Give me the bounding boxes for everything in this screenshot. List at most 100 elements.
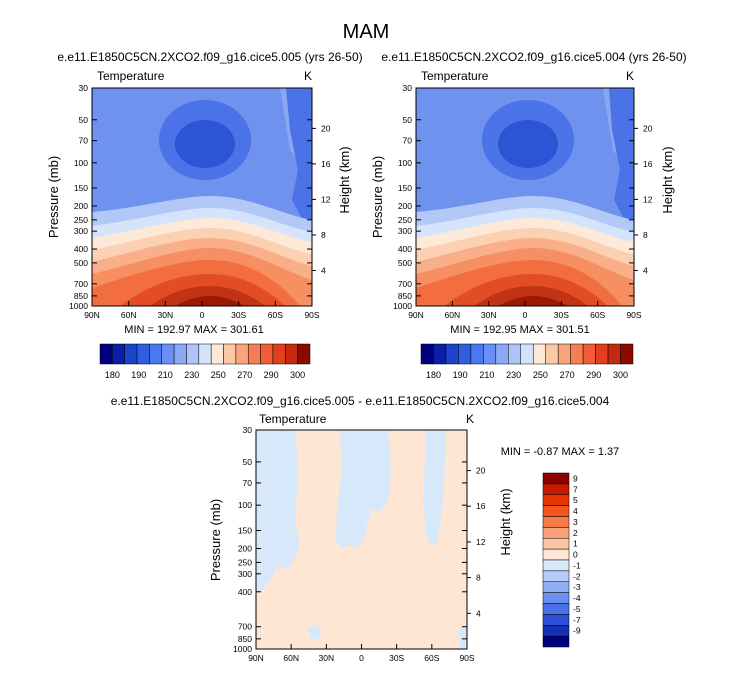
colorbar-swatch <box>542 472 570 485</box>
colorbar-swatch <box>161 343 175 365</box>
field-band-300 <box>474 286 588 306</box>
pressure-tick-label: 300 <box>398 226 412 236</box>
field-band-300 <box>150 286 265 306</box>
colorbar-swatch <box>173 343 187 365</box>
panel-1-y2label: Height (km) <box>337 146 352 213</box>
panel-1-stats: MIN = 192.97 MAX = 301.61 <box>124 324 263 336</box>
latitude-tick-label: 0 <box>523 310 528 320</box>
pressure-tick-label: 400 <box>74 244 88 254</box>
colorbar-swatch <box>542 635 570 648</box>
height-tick-label: 4 <box>476 608 481 618</box>
panel-3-field <box>256 430 467 649</box>
colorbar-label: 2 <box>573 528 578 538</box>
colorbar-swatch <box>458 343 472 365</box>
height-tick-label: 8 <box>643 230 648 240</box>
colorbar-swatch <box>542 625 570 637</box>
pressure-tick-label: 70 <box>243 478 253 488</box>
colorbar-label: 180 <box>426 370 441 380</box>
colorbar-label: 3 <box>573 517 578 527</box>
colorbar-swatch <box>272 343 286 365</box>
panel-1-variable-label: Temperature <box>97 69 165 83</box>
colorbar-swatch <box>210 343 224 365</box>
colorbar-swatch <box>520 343 534 365</box>
colorbar-label: -7 <box>573 615 581 625</box>
colorbar-swatch <box>420 343 434 365</box>
panel-2-variable-label: Temperature <box>421 69 489 83</box>
colorbar-swatch <box>542 592 570 604</box>
panel-2: e.e11.E1850C5CN.2XCO2.f09_g16.cice5.004 … <box>370 50 687 380</box>
colorbar-swatch <box>149 343 163 365</box>
colorbar-swatch <box>542 538 570 550</box>
panel-1-field <box>92 88 312 306</box>
colorbar-label: -3 <box>573 582 581 592</box>
colorbar-swatch <box>532 343 546 365</box>
pressure-tick-label: 70 <box>79 136 89 146</box>
panel-2-height-ticks: 20 16 12 8 4 <box>634 123 653 275</box>
colorbar-swatch <box>607 343 621 365</box>
pressure-tick-label: 150 <box>398 183 412 193</box>
pressure-tick-label: 400 <box>398 244 412 254</box>
colorbar-label: -5 <box>573 604 581 614</box>
panel-3-stats: MIN = -0.87 MAX = 1.37 <box>501 446 620 458</box>
colorbar-label: 5 <box>573 495 578 505</box>
colorbar-label: 7 <box>573 484 578 494</box>
panel-2-title: e.e11.E1850C5CN.2XCO2.f09_g16.cice5.004 … <box>381 50 686 64</box>
field-polar-cold <box>609 88 634 240</box>
height-tick-label: 12 <box>476 537 486 547</box>
colorbar-swatch <box>470 343 484 365</box>
colorbar-label: 230 <box>506 370 521 380</box>
colorbar-swatch <box>445 343 459 365</box>
colorbar-label: 190 <box>453 370 468 380</box>
height-tick-label: 8 <box>321 230 326 240</box>
latitude-tick-label: 60S <box>424 653 439 663</box>
pressure-tick-label: 250 <box>238 557 252 567</box>
height-tick-label: 12 <box>321 194 331 204</box>
latitude-tick-label: 90S <box>304 310 319 320</box>
panel-1-colorbar: 180 190 210 230 250 270 290 300 <box>99 343 311 380</box>
panel-3-ylabel: Pressure (mb) <box>208 499 223 581</box>
height-tick-label: 4 <box>643 265 648 275</box>
panel-1-height-ticks: 20 16 12 8 4 <box>312 123 331 275</box>
latitude-tick-label: 0 <box>359 653 364 663</box>
colorbar-swatch <box>542 494 570 506</box>
panel-3: e.e11.E1850C5CN.2XCO2.f09_g16.cice5.005 … <box>111 394 620 663</box>
pressure-tick-label: 300 <box>238 569 252 579</box>
colorbar-swatch <box>542 548 570 561</box>
pressure-tick-label: 50 <box>79 115 89 125</box>
latitude-tick-label: 90S <box>459 653 474 663</box>
field-cold-core-inner <box>175 120 235 168</box>
colorbar-swatch <box>99 343 113 365</box>
latitude-tick-label: 30N <box>158 310 174 320</box>
panel-2-stats: MIN = 192.95 MAX = 301.51 <box>450 324 589 336</box>
height-tick-label: 16 <box>476 501 486 511</box>
pressure-tick-label: 1000 <box>393 301 412 311</box>
panel-3-variable-label: Temperature <box>259 412 327 426</box>
colorbar-label: 300 <box>290 370 305 380</box>
colorbar-swatch <box>124 343 138 365</box>
colorbar-label: 210 <box>479 370 494 380</box>
colorbar-swatch <box>223 343 237 365</box>
colorbar-swatch <box>582 343 596 365</box>
panel-3-units-label: K <box>466 412 474 426</box>
latitude-tick-label: 30S <box>389 653 404 663</box>
pressure-tick-label: 100 <box>74 158 88 168</box>
panel-3-title: e.e11.E1850C5CN.2XCO2.f09_g16.cice5.005 … <box>111 394 610 408</box>
pressure-tick-label: 200 <box>398 201 412 211</box>
colorbar-swatch <box>542 581 570 593</box>
latitude-tick-label: 90N <box>84 310 100 320</box>
panel-1-latitude-ticks: 90N 60N 30N 0 30S 60S 90S <box>84 301 320 320</box>
panel-2-ylabel: Pressure (mb) <box>370 156 385 238</box>
colorbar-label: 0 <box>573 550 578 560</box>
panel-1-title: e.e11.E1850C5CN.2XCO2.f09_g16.cice5.005 … <box>57 50 362 64</box>
latitude-tick-label: 60N <box>121 310 137 320</box>
height-tick-label: 16 <box>321 159 331 169</box>
colorbar-swatch <box>483 343 497 365</box>
pressure-tick-label: 300 <box>74 226 88 236</box>
colorbar-label: 1 <box>573 539 578 549</box>
colorbar-swatch <box>595 343 609 365</box>
colorbar-swatch <box>557 343 571 365</box>
